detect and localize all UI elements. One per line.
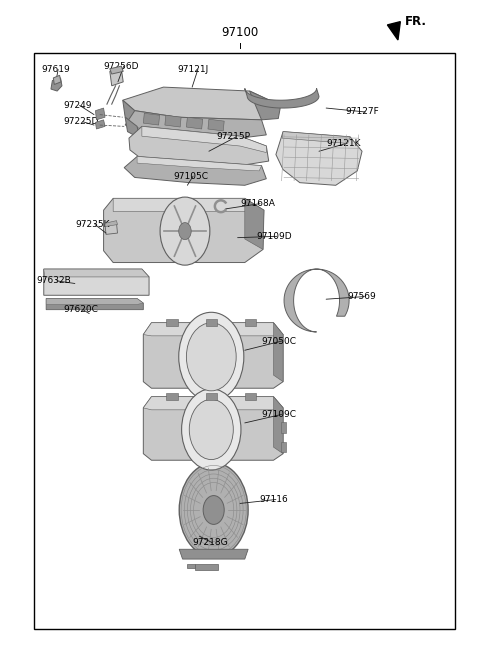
Polygon shape (142, 127, 266, 153)
Polygon shape (274, 323, 283, 382)
Polygon shape (96, 120, 105, 129)
Polygon shape (124, 157, 266, 185)
Text: 97620C: 97620C (63, 305, 98, 314)
Text: 97256D: 97256D (104, 62, 139, 71)
Polygon shape (123, 87, 281, 120)
Polygon shape (105, 223, 118, 234)
Polygon shape (245, 89, 319, 108)
Circle shape (181, 389, 241, 470)
Polygon shape (186, 117, 203, 129)
Text: 97168A: 97168A (240, 199, 275, 208)
Bar (205, 394, 217, 400)
Polygon shape (110, 69, 123, 86)
Polygon shape (125, 111, 266, 138)
Polygon shape (113, 198, 263, 211)
Text: 97121K: 97121K (326, 139, 360, 148)
Polygon shape (282, 132, 350, 144)
Circle shape (179, 463, 248, 557)
Polygon shape (96, 108, 105, 120)
Circle shape (203, 495, 224, 524)
Polygon shape (53, 75, 61, 85)
Text: 97215P: 97215P (216, 133, 250, 141)
Polygon shape (44, 269, 149, 277)
Bar (281, 442, 287, 453)
Polygon shape (165, 115, 181, 127)
Text: 97249: 97249 (63, 101, 91, 110)
Polygon shape (51, 78, 62, 91)
Text: 97109D: 97109D (257, 232, 292, 241)
Circle shape (160, 197, 210, 265)
Text: 97225D: 97225D (63, 117, 98, 127)
Circle shape (186, 323, 236, 391)
Polygon shape (105, 220, 118, 226)
Polygon shape (144, 323, 283, 388)
Polygon shape (187, 564, 194, 567)
Text: 97109C: 97109C (262, 410, 297, 419)
Circle shape (179, 222, 191, 239)
Text: 97105C: 97105C (173, 172, 208, 180)
Bar (166, 394, 178, 400)
Text: 97218G: 97218G (192, 538, 228, 547)
Text: FR.: FR. (405, 15, 427, 28)
Bar (281, 422, 287, 433)
Polygon shape (194, 564, 218, 570)
Bar (34, 53, 456, 629)
Bar (245, 394, 256, 400)
Text: 97050C: 97050C (262, 337, 297, 346)
Bar (166, 319, 178, 326)
Text: 97127F: 97127F (345, 108, 379, 117)
Polygon shape (387, 22, 400, 40)
Polygon shape (208, 119, 224, 131)
Text: 97235K: 97235K (75, 220, 109, 229)
Polygon shape (137, 157, 262, 171)
Polygon shape (46, 298, 144, 304)
Polygon shape (284, 269, 349, 332)
Polygon shape (179, 549, 248, 559)
Polygon shape (46, 298, 144, 310)
Polygon shape (250, 91, 281, 120)
Polygon shape (104, 198, 264, 262)
Text: 97619: 97619 (41, 65, 70, 74)
Circle shape (189, 400, 233, 460)
Circle shape (179, 312, 244, 401)
Polygon shape (276, 132, 362, 185)
Bar (205, 319, 217, 326)
Text: 97116: 97116 (259, 495, 288, 504)
Polygon shape (110, 66, 123, 74)
Polygon shape (274, 397, 283, 454)
Polygon shape (245, 198, 264, 249)
Polygon shape (144, 113, 159, 125)
Polygon shape (144, 323, 283, 336)
Polygon shape (44, 269, 149, 295)
Polygon shape (123, 100, 137, 127)
Polygon shape (129, 127, 269, 166)
Polygon shape (144, 397, 283, 461)
Polygon shape (144, 397, 283, 410)
Polygon shape (125, 117, 140, 138)
Text: 97632B: 97632B (36, 276, 72, 285)
Bar (245, 319, 256, 326)
Text: 97121J: 97121J (178, 65, 209, 74)
Text: 97100: 97100 (221, 26, 259, 39)
Text: 97569: 97569 (348, 292, 376, 301)
